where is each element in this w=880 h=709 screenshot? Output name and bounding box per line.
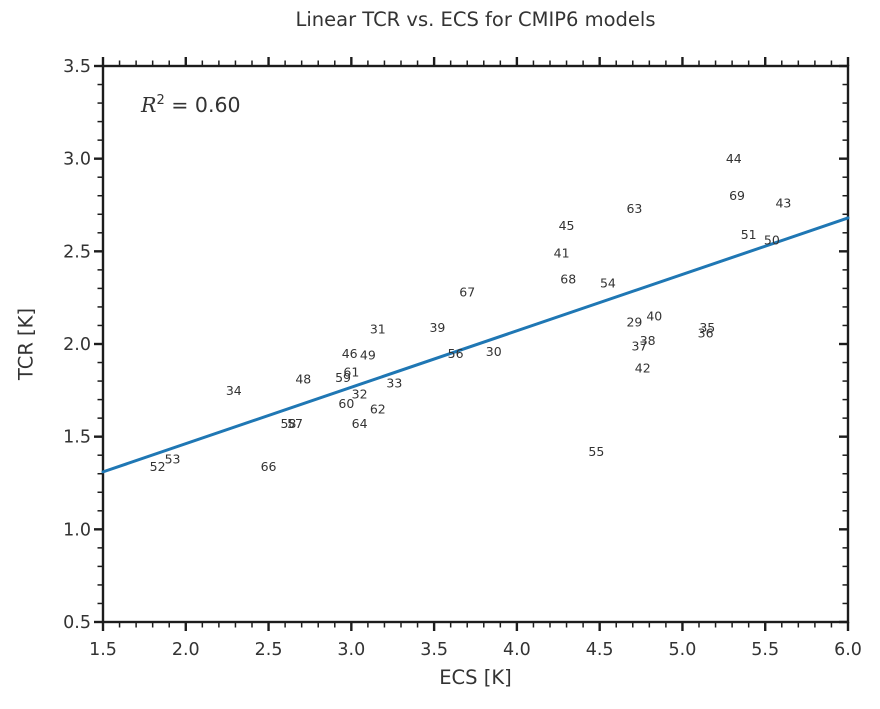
model-point-label: 49 bbox=[360, 348, 376, 363]
x-tick-label: 2.0 bbox=[172, 640, 200, 660]
model-point-label: 63 bbox=[626, 201, 642, 216]
model-point-label: 57 bbox=[287, 416, 303, 431]
model-point-label: 44 bbox=[726, 151, 742, 166]
x-tick-label: 3.5 bbox=[420, 640, 448, 660]
model-point-label: 62 bbox=[370, 401, 386, 416]
x-tick-label: 2.5 bbox=[255, 640, 283, 660]
model-point-label: 42 bbox=[635, 361, 651, 376]
y-tick-label: 2.5 bbox=[63, 242, 91, 262]
model-point-label: 33 bbox=[386, 375, 402, 390]
model-point-label: 38 bbox=[640, 333, 656, 348]
x-tick-label: 1.5 bbox=[89, 640, 117, 660]
x-tick-label: 5.0 bbox=[669, 640, 697, 660]
regression-line bbox=[101, 216, 850, 474]
model-point-label: 34 bbox=[226, 383, 242, 398]
model-point-label: 30 bbox=[486, 344, 502, 359]
model-point-label: 67 bbox=[459, 285, 475, 300]
r-squared-annotation: R2 = 0.60 bbox=[141, 93, 241, 117]
model-point-label: 69 bbox=[729, 188, 745, 203]
model-point-label: 37 bbox=[631, 338, 647, 353]
r-squared-value: = 0.60 bbox=[164, 93, 241, 117]
model-point-label: 58 bbox=[280, 416, 296, 431]
model-point-label: 52 bbox=[150, 459, 166, 474]
model-point-label: 36 bbox=[698, 325, 714, 340]
x-tick-label: 4.0 bbox=[503, 640, 531, 660]
y-tick-label: 3.0 bbox=[63, 150, 91, 170]
model-point-label: 54 bbox=[600, 275, 616, 290]
x-axis-label: ECS [K] bbox=[439, 666, 512, 689]
model-point-label: 59 bbox=[335, 370, 351, 385]
x-tick-label: 5.5 bbox=[751, 640, 779, 660]
y-tick-label: 1.0 bbox=[63, 520, 91, 540]
x-tick-label: 4.5 bbox=[586, 640, 614, 660]
model-point-label: 61 bbox=[343, 364, 359, 379]
y-axis-label: TCR [K] bbox=[14, 307, 38, 381]
model-point-label: 29 bbox=[626, 314, 642, 329]
model-point-label: 32 bbox=[352, 387, 368, 402]
model-point-label: 31 bbox=[370, 322, 386, 337]
model-point-label: 45 bbox=[559, 218, 575, 233]
model-point-label: 60 bbox=[338, 396, 354, 411]
model-point-label: 56 bbox=[448, 346, 464, 361]
model-point-label: 46 bbox=[342, 346, 358, 361]
model-point-label: 41 bbox=[554, 246, 570, 261]
model-point-label: 40 bbox=[646, 309, 662, 324]
r-squared-exponent: 2 bbox=[156, 93, 165, 109]
r-squared-variable: R bbox=[141, 93, 157, 117]
model-point-label: 35 bbox=[699, 320, 715, 335]
model-point-label: 53 bbox=[165, 451, 181, 466]
model-point-label: 43 bbox=[775, 196, 791, 211]
y-tick-label: 3.5 bbox=[63, 57, 91, 77]
model-point-label: 48 bbox=[295, 372, 311, 387]
y-tick-label: 0.5 bbox=[63, 613, 91, 633]
y-tick-label: 1.5 bbox=[63, 428, 91, 448]
model-point-label: 39 bbox=[429, 320, 445, 335]
chart-title: Linear TCR vs. ECS for CMIP6 models bbox=[295, 8, 656, 31]
model-point-label: 51 bbox=[741, 227, 757, 242]
model-point-label: 66 bbox=[261, 459, 277, 474]
x-tick-label: 6.0 bbox=[834, 640, 862, 660]
model-point-label: 64 bbox=[352, 416, 368, 431]
model-point-label: 50 bbox=[764, 233, 780, 248]
model-point-label: 55 bbox=[588, 444, 604, 459]
model-point-label: 68 bbox=[560, 272, 576, 287]
x-tick-label: 3.0 bbox=[337, 640, 365, 660]
y-tick-label: 2.0 bbox=[63, 335, 91, 355]
